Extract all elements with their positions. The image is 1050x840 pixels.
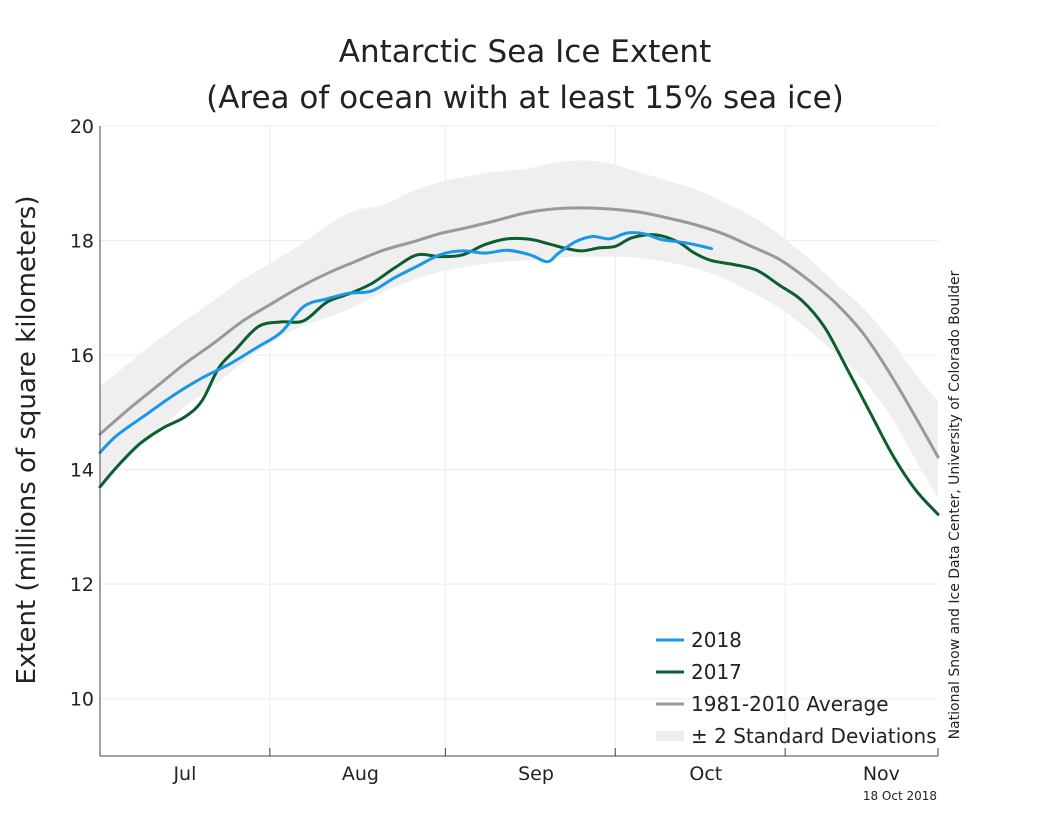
legend-label: 2017 [691, 660, 742, 684]
y-tick-labels: 10 12 14 16 18 20 [70, 116, 94, 711]
y-tick-label: 20 [70, 116, 94, 138]
x-tick-label-jul: Jul [172, 763, 196, 785]
y-tick-label: 10 [70, 689, 94, 711]
legend-swatch [656, 731, 684, 741]
x-tick-labels: Jul Aug Sep Oct Nov [172, 763, 899, 785]
legend-label: 2018 [691, 628, 742, 652]
legend-label: 1981-2010 Average [691, 692, 889, 716]
x-tick-label-aug: Aug [342, 763, 379, 785]
series-line-2017 [98, 233, 940, 516]
std-dev-band [100, 160, 938, 499]
series-line-2018 [98, 231, 713, 454]
y-tick-label: 12 [70, 574, 94, 596]
legend: 2018 2017 1981-2010 Average ± 2 Standard De… [656, 628, 937, 748]
x-tick-label-nov: Nov [863, 763, 900, 785]
axes [99, 126, 939, 757]
series-line-1981-2010-average [98, 206, 940, 459]
x-tick-label-oct: Oct [689, 763, 722, 785]
y-tick-label: 16 [70, 345, 94, 367]
series-layer [98, 206, 940, 516]
chart-title-line2: (Area of ocean with at least 15% sea ice… [206, 80, 844, 116]
date-stamp: 18 Oct 2018 [863, 789, 937, 803]
legend-label: ± 2 Standard Deviations [691, 724, 937, 748]
x-tick-label-sep: Sep [518, 763, 554, 785]
y-tick-label: 18 [70, 231, 94, 253]
credit-text: National Snow and Ice Data Center, Unive… [947, 270, 963, 739]
y-axis-label: Extent (millions of square kilometers) [12, 196, 42, 685]
chart-title-line1: Antarctic Sea Ice Extent [339, 34, 711, 70]
y-tick-label: 14 [70, 460, 94, 482]
std-dev-band-layer [100, 160, 938, 499]
